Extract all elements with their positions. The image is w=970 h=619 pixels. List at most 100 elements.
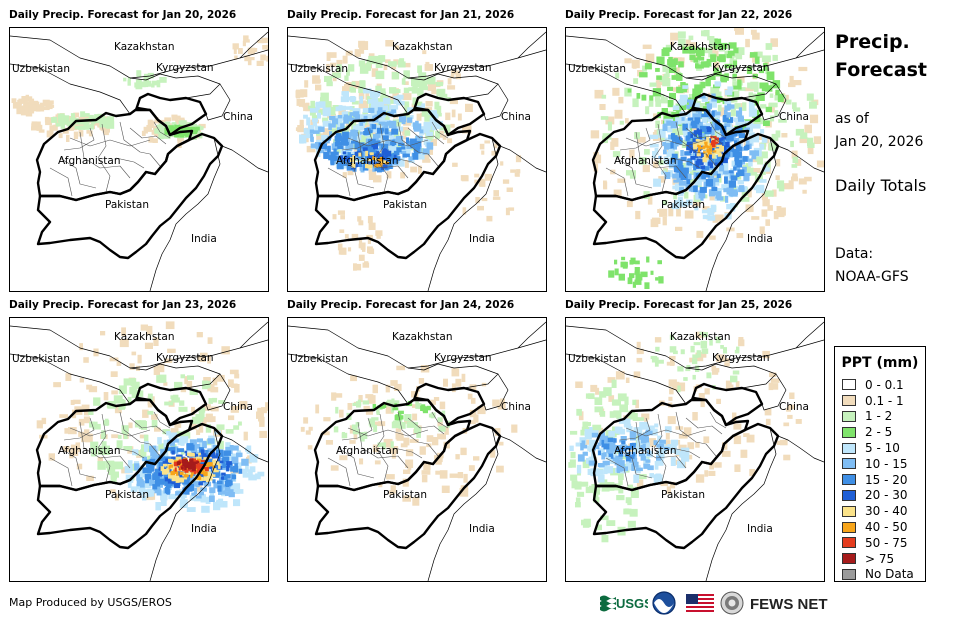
legend-swatch (842, 410, 856, 422)
tajikistan-border (412, 382, 486, 427)
legend-swatch (842, 553, 856, 565)
panel-title-2: Daily Precip. Forecast for Jan 21, 2026 (287, 9, 515, 21)
legend-item: 0 - 0.1 (835, 377, 925, 393)
country-label-uzbekistan: Uzbekistan (568, 63, 626, 75)
country-label-uzbekistan: Uzbekistan (290, 353, 348, 365)
legend-label: 5 - 10 (865, 441, 900, 456)
country-label-kazakhstan: Kazakhstan (670, 41, 731, 53)
panel-title-4: Daily Precip. Forecast for Jan 23, 2026 (9, 299, 237, 311)
country-label-india: India (747, 523, 773, 535)
legend-label: 0.1 - 1 (865, 393, 904, 408)
tajikistan-border (134, 92, 208, 137)
us-flag-icon (686, 594, 714, 612)
legend-item: 2 - 5 (835, 424, 925, 440)
country-label-afghanistan: Afghanistan (614, 445, 677, 457)
country-label-pakistan: Pakistan (661, 199, 705, 211)
legend-label: 0 - 0.1 (865, 377, 904, 392)
legend-swatch (842, 442, 856, 454)
country-label-india: India (747, 233, 773, 245)
forecast-map-1: Kazakhstan Uzbekistan Kyrgyzstan China Afgha… (9, 27, 269, 292)
forecast-map-3: Kazakhstan Uzbekistan Kyrgyzstan China Afgha… (565, 27, 825, 292)
panel-title-6: Daily Precip. Forecast for Jan 25, 2026 (565, 299, 793, 311)
country-label-kyrgyzstan: Kyrgyzstan (434, 62, 492, 74)
legend-swatch (842, 537, 856, 549)
country-label-kazakhstan: Kazakhstan (670, 331, 731, 343)
country-label-pakistan: Pakistan (105, 489, 149, 501)
legend-item: 5 - 10 (835, 440, 925, 456)
forecast-map-5: Kazakhstan Uzbekistan Kyrgyzstan China Afgha… (287, 317, 547, 582)
panel-title-1: Daily Precip. Forecast for Jan 20, 2026 (9, 9, 237, 21)
country-label-kazakhstan: Kazakhstan (114, 41, 175, 53)
tajikistan-border (690, 382, 764, 427)
forecast-map-4: Kazakhstan Uzbekistan Kyrgyzstan China Afgha… (9, 317, 269, 582)
legend-item: 10 - 15 (835, 456, 925, 472)
country-label-china: China (779, 401, 809, 413)
country-label-uzbekistan: Uzbekistan (12, 63, 70, 75)
legend-swatch (842, 521, 856, 533)
legend-label: 1 - 2 (865, 409, 893, 424)
legend-item: 40 - 50 (835, 519, 925, 535)
forecast-title: Precip. Forecast (835, 28, 927, 84)
pakistan-border (314, 422, 502, 550)
tajikistan-border (134, 382, 208, 427)
forecast-map-6: Kazakhstan Uzbekistan Kyrgyzstan China Afgha… (565, 317, 825, 582)
country-label-kyrgyzstan: Kyrgyzstan (156, 62, 214, 74)
daily-totals-label: Daily Totals (835, 176, 927, 195)
legend-label: 50 - 75 (865, 535, 908, 550)
country-label-china: China (223, 401, 253, 413)
fews-net-logo-text: FEWS NET (750, 596, 828, 613)
country-label-kazakhstan: Kazakhstan (392, 331, 453, 343)
country-label-uzbekistan: Uzbekistan (12, 353, 70, 365)
legend-swatch (842, 505, 856, 517)
legend-title: PPT (mm) (841, 355, 919, 371)
country-label-kyrgyzstan: Kyrgyzstan (434, 352, 492, 364)
data-value: NOAA-GFS (835, 269, 909, 285)
country-label-afghanistan: Afghanistan (58, 155, 121, 167)
country-label-kazakhstan: Kazakhstan (114, 331, 175, 343)
country-label-uzbekistan: Uzbekistan (290, 63, 348, 75)
legend-label: No Data (865, 567, 914, 582)
legend-swatch (842, 489, 856, 501)
usaid-seal-icon (720, 591, 744, 615)
usgs-logo-text: USGS (616, 596, 648, 611)
country-label-uzbekistan: Uzbekistan (568, 353, 626, 365)
legend-item: 30 - 40 (835, 503, 925, 519)
legend-label: 40 - 50 (865, 520, 908, 535)
as-of-value: Jan 20, 2026 (835, 134, 924, 150)
legend-label: 2 - 5 (865, 425, 893, 440)
as-of-date: as of Jan 20, 2026 (835, 108, 923, 154)
noaa-logo (652, 591, 676, 615)
legend-swatch (842, 568, 856, 580)
country-label-china: China (779, 111, 809, 123)
pakistan-border (592, 132, 780, 260)
legend-swatch (842, 474, 856, 486)
title-line-2: Forecast (835, 59, 927, 81)
legend-swatch (842, 395, 856, 407)
tajikistan-border (690, 92, 764, 137)
map-credit: Map Produced by USGS/EROS (9, 596, 172, 609)
legend-item: > 75 (835, 551, 925, 567)
legend-item: 50 - 75 (835, 535, 925, 551)
legend-swatch (842, 426, 856, 438)
precip-field (300, 365, 518, 506)
country-label-china: China (501, 401, 531, 413)
pakistan-border (592, 422, 780, 550)
country-label-kyrgyzstan: Kyrgyzstan (712, 352, 770, 364)
country-label-india: India (469, 523, 495, 535)
panel-title-5: Daily Precip. Forecast for Jan 24, 2026 (287, 299, 515, 311)
country-label-pakistan: Pakistan (383, 489, 427, 501)
legend-label: > 75 (865, 551, 895, 566)
legend-swatch (842, 379, 856, 391)
pakistan-border (36, 132, 224, 260)
legend-item: 20 - 30 (835, 488, 925, 504)
country-label-kazakhstan: Kazakhstan (392, 41, 453, 53)
country-label-afghanistan: Afghanistan (58, 445, 121, 457)
usgs-logo: USGS (600, 595, 648, 612)
panel-title-3: Daily Precip. Forecast for Jan 22, 2026 (565, 9, 793, 21)
legend-label: 20 - 30 (865, 488, 908, 503)
tajikistan-border (412, 92, 486, 137)
country-label-india: India (191, 523, 217, 535)
country-label-pakistan: Pakistan (105, 199, 149, 211)
country-label-china: China (501, 111, 531, 123)
